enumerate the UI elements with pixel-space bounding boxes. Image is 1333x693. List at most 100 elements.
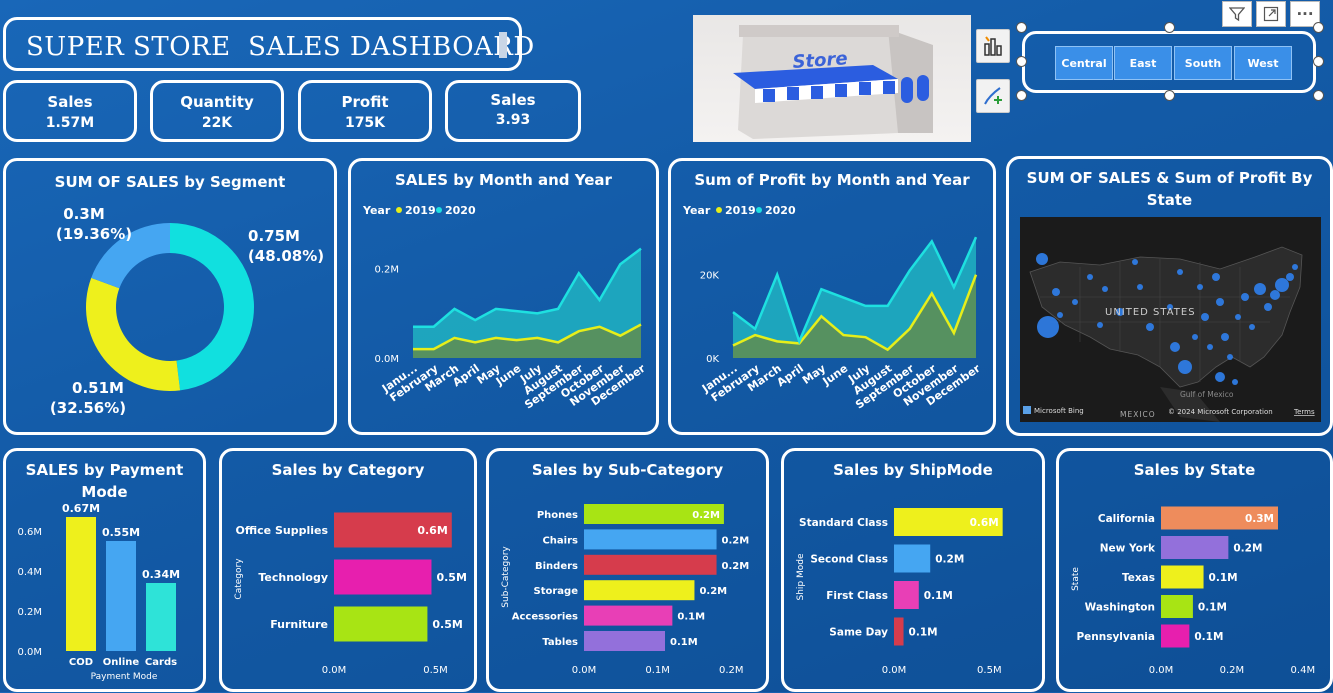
resize-handle[interactable] — [1016, 56, 1027, 67]
resize-handle[interactable] — [1313, 90, 1324, 101]
map-panel: SUM OF SALES & Sum of Profit By State UN… — [1006, 156, 1333, 436]
y-tick-label: Same Day — [829, 627, 888, 639]
kpi-card-sales: Sales 1.57M — [3, 80, 137, 142]
axis-title-y: State — [1071, 567, 1081, 591]
kpi-card-quantity: Quantity 22K — [150, 80, 284, 142]
slice-value-label: 0.51M — [72, 379, 124, 397]
legend-label: 2019 — [405, 204, 436, 217]
kpi-label: Quantity — [180, 93, 254, 111]
paintbrush-icon — [984, 87, 1002, 105]
bar — [1161, 506, 1278, 530]
focus-mode-icon[interactable] — [1256, 1, 1286, 27]
bar — [334, 606, 428, 642]
resize-handle[interactable] — [1313, 22, 1324, 33]
legend-item-2020[interactable]: 2020 — [436, 204, 476, 217]
slice-pct-label: (19.36%) — [56, 225, 132, 243]
bar — [106, 541, 136, 651]
legend-item-2020[interactable]: 2020 — [756, 204, 796, 217]
kpi-value: 1.57M — [45, 115, 95, 131]
data-label: 0.1M — [1194, 631, 1223, 643]
data-label: 0.1M — [1198, 602, 1227, 614]
data-label: 0.2M — [1233, 543, 1262, 555]
shipmode-bar-chart: Ship Mode Standard Class 0.6M Second Class… — [796, 508, 1003, 676]
data-label: 0.5M — [436, 571, 466, 584]
format-icon-button[interactable] — [976, 79, 1010, 113]
resize-handle[interactable] — [1164, 22, 1175, 33]
resize-handle[interactable] — [1016, 22, 1027, 33]
kpi-label: Sales — [490, 91, 536, 109]
dashboard-title: SUPER STORE SALES DASHBOARD — [26, 32, 535, 62]
map-terms-link[interactable]: Terms — [1293, 408, 1315, 416]
panel-title: Sales by State — [1133, 461, 1256, 479]
bar — [584, 605, 673, 626]
data-label: 0.2M — [692, 510, 720, 521]
y-tick-label: California — [1098, 513, 1155, 525]
slicer-option-south[interactable]: South — [1174, 46, 1232, 80]
data-label: 0.1M — [677, 612, 705, 623]
data-label: 0.1M — [909, 627, 938, 639]
legend-title: Year — [682, 204, 711, 217]
x-tick-label: 0.5M — [977, 665, 1002, 676]
sales-month-area-chart: Year 2019 2020 0.2M0.0MJanu...FebruaryMa… — [362, 204, 648, 412]
area-fill-2019 — [733, 274, 976, 358]
map-bubbles — [1036, 253, 1298, 385]
y-tick-label: Second Class — [810, 554, 888, 566]
y-tick-label: Texas — [1122, 572, 1155, 584]
legend-item-2019[interactable]: 2019 — [716, 204, 756, 217]
y-tick-label: 0.0M — [374, 354, 399, 365]
map-gulf-label: Gulf of Mexico — [1180, 390, 1234, 399]
donut-slice — [85, 277, 181, 391]
us-bubble-map[interactable]: UNITED STATES Gulf of Mexico MEXICO Micr… — [1020, 217, 1321, 422]
data-label: 0.2M — [935, 554, 964, 566]
y-tick-label: Phones — [537, 510, 578, 521]
data-label: 0.1M — [670, 637, 698, 648]
legend-label: 2019 — [725, 204, 756, 217]
resize-handle[interactable] — [1164, 90, 1175, 101]
resize-handle[interactable] — [1016, 90, 1027, 101]
kpi-label: Sales — [47, 93, 93, 111]
x-tick-label: 0.0M — [322, 665, 347, 676]
axis-title-y: Sub-Category — [501, 546, 511, 608]
filter-icon[interactable] — [1222, 1, 1252, 27]
x-tick-label: 0.0M — [1149, 665, 1174, 676]
slicer-option-west[interactable]: West — [1234, 46, 1292, 80]
axis-title-y: Category — [234, 558, 244, 600]
x-tick-label: Cards — [145, 657, 177, 668]
y-tick-label: Storage — [534, 586, 579, 597]
bar — [66, 517, 96, 651]
y-tick-label: 0.0M — [17, 647, 42, 658]
sales-month-panel: SALES by Month and Year Year 2019 2020 0… — [348, 158, 659, 435]
y-tick-label: 0.4M — [17, 567, 42, 578]
category-bar-chart: Category Office Supplies 0.6M Technology 0.… — [234, 512, 467, 676]
resize-handle[interactable] — [1313, 56, 1324, 67]
series-line-2020 — [413, 247, 642, 328]
slice-pct-label: (48.08%) — [248, 247, 324, 265]
panel-title: SALES by Month and Year — [395, 171, 612, 189]
subcategory-bar-chart: Sub-Category Phones 0.2M Chairs 0.2M Binders… — [501, 504, 749, 676]
slicer-option-central[interactable]: Central — [1055, 46, 1113, 80]
y-tick-label: 0.2M — [17, 607, 42, 618]
kpi-value: 3.93 — [495, 112, 531, 128]
donut-slice — [91, 223, 170, 289]
data-label: 0.2M — [699, 586, 727, 597]
y-tick-label: 0.6M — [17, 527, 42, 538]
bar — [1161, 624, 1190, 648]
x-tick-label: 0.4M — [1291, 665, 1316, 676]
slicer-option-east[interactable]: East — [1114, 46, 1172, 80]
y-tick-label: Washington — [1085, 602, 1155, 614]
y-tick-label: Binders — [535, 561, 578, 572]
y-tick-label: Standard Class — [799, 517, 888, 529]
series-line-2019 — [413, 323, 642, 351]
x-tick-label: Online — [103, 657, 140, 668]
data-label: 0.3M — [1245, 513, 1274, 525]
y-tick-label: 20K — [700, 271, 720, 282]
legend-item-2019[interactable]: 2019 — [396, 204, 436, 217]
legend-label: 2020 — [765, 204, 796, 217]
slice-value-label: 0.3M — [63, 205, 105, 223]
store-sign: Store — [792, 48, 848, 73]
legend-title: Year — [362, 204, 391, 217]
chart-icon-button[interactable] — [976, 29, 1010, 63]
payment-mode-panel: SALES by Payment Mode Payment Mode 0.6M 0… — [3, 448, 206, 692]
y-tick-label: Furniture — [270, 618, 328, 631]
bar — [584, 554, 717, 575]
